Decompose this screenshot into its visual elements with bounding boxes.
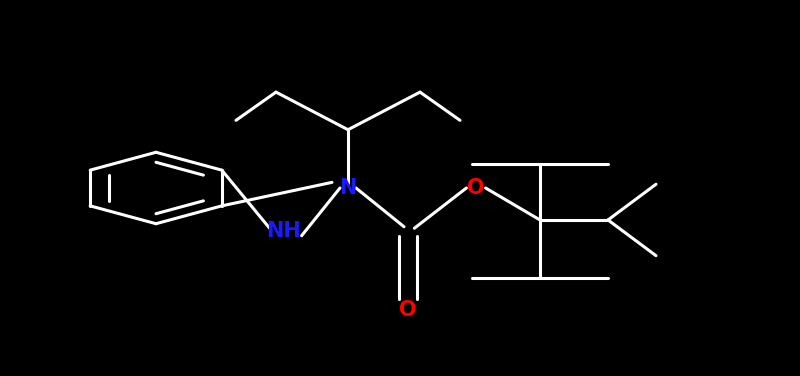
Text: NH: NH xyxy=(266,221,302,241)
Text: N: N xyxy=(339,178,357,198)
Text: O: O xyxy=(399,300,417,320)
Text: O: O xyxy=(467,178,485,198)
